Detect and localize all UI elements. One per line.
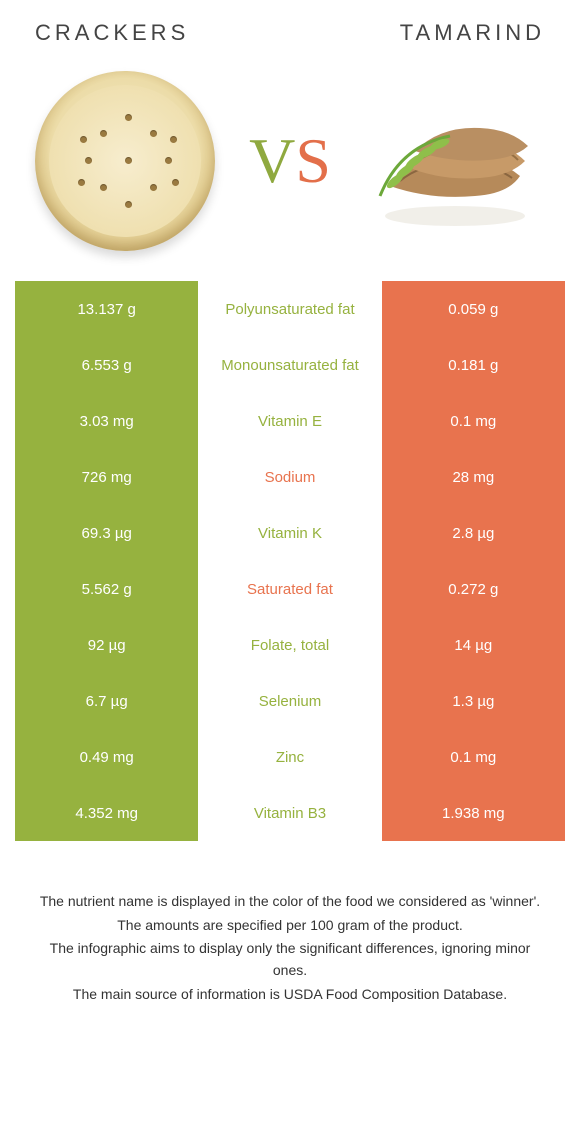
note-line: The nutrient name is displayed in the co… — [35, 891, 545, 913]
vs-label: VS — [249, 124, 331, 198]
left-value: 3.03 mg — [15, 393, 198, 449]
nutrient-label: Monounsaturated fat — [198, 337, 381, 393]
table-row: 4.352 mgVitamin B31.938 mg — [15, 785, 565, 841]
right-value: 0.1 mg — [382, 729, 565, 785]
nutrient-label: Vitamin E — [198, 393, 381, 449]
nutrient-label: Vitamin K — [198, 505, 381, 561]
left-value: 4.352 mg — [15, 785, 198, 841]
nutrient-label: Saturated fat — [198, 561, 381, 617]
vs-s: S — [295, 125, 331, 196]
vs-v: V — [249, 125, 295, 196]
note-line: The amounts are specified per 100 gram o… — [35, 915, 545, 937]
right-value: 28 mg — [382, 449, 565, 505]
left-value: 5.562 g — [15, 561, 198, 617]
nutrient-label: Zinc — [198, 729, 381, 785]
table-row: 5.562 gSaturated fat0.272 g — [15, 561, 565, 617]
tamarind-icon — [360, 86, 550, 236]
note-line: The main source of information is USDA F… — [35, 984, 545, 1006]
right-food-title: Tamarind — [400, 20, 545, 46]
left-food-title: Crackers — [35, 20, 189, 46]
left-value: 13.137 g — [15, 281, 198, 337]
right-value: 0.1 mg — [382, 393, 565, 449]
cracker-icon — [35, 71, 215, 251]
left-food-image — [25, 71, 225, 251]
left-value: 6.7 µg — [15, 673, 198, 729]
right-value: 2.8 µg — [382, 505, 565, 561]
table-row: 92 µgFolate, total14 µg — [15, 617, 565, 673]
infographic-container: Crackers Tamarind — [0, 0, 580, 1027]
title-row: Crackers Tamarind — [15, 20, 565, 71]
table-row: 6.553 gMonounsaturated fat0.181 g — [15, 337, 565, 393]
nutrient-table: 13.137 gPolyunsaturated fat0.059 g6.553 … — [15, 281, 565, 841]
right-value: 14 µg — [382, 617, 565, 673]
nutrient-label: Folate, total — [198, 617, 381, 673]
nutrient-label: Vitamin B3 — [198, 785, 381, 841]
nutrient-label: Selenium — [198, 673, 381, 729]
right-value: 0.181 g — [382, 337, 565, 393]
table-row: 3.03 mgVitamin E0.1 mg — [15, 393, 565, 449]
note-line: The infographic aims to display only the… — [35, 938, 545, 981]
left-value: 726 mg — [15, 449, 198, 505]
table-row: 69.3 µgVitamin K2.8 µg — [15, 505, 565, 561]
right-value: 1.938 mg — [382, 785, 565, 841]
right-value: 0.272 g — [382, 561, 565, 617]
right-value: 0.059 g — [382, 281, 565, 337]
table-row: 13.137 gPolyunsaturated fat0.059 g — [15, 281, 565, 337]
right-food-image — [355, 71, 555, 251]
table-row: 6.7 µgSelenium1.3 µg — [15, 673, 565, 729]
table-row: 0.49 mgZinc0.1 mg — [15, 729, 565, 785]
left-value: 6.553 g — [15, 337, 198, 393]
left-value: 92 µg — [15, 617, 198, 673]
notes-section: The nutrient name is displayed in the co… — [15, 841, 565, 1005]
left-value: 69.3 µg — [15, 505, 198, 561]
right-value: 1.3 µg — [382, 673, 565, 729]
table-row: 726 mgSodium28 mg — [15, 449, 565, 505]
left-value: 0.49 mg — [15, 729, 198, 785]
hero-row: VS — [15, 71, 565, 281]
nutrient-label: Sodium — [198, 449, 381, 505]
nutrient-label: Polyunsaturated fat — [198, 281, 381, 337]
